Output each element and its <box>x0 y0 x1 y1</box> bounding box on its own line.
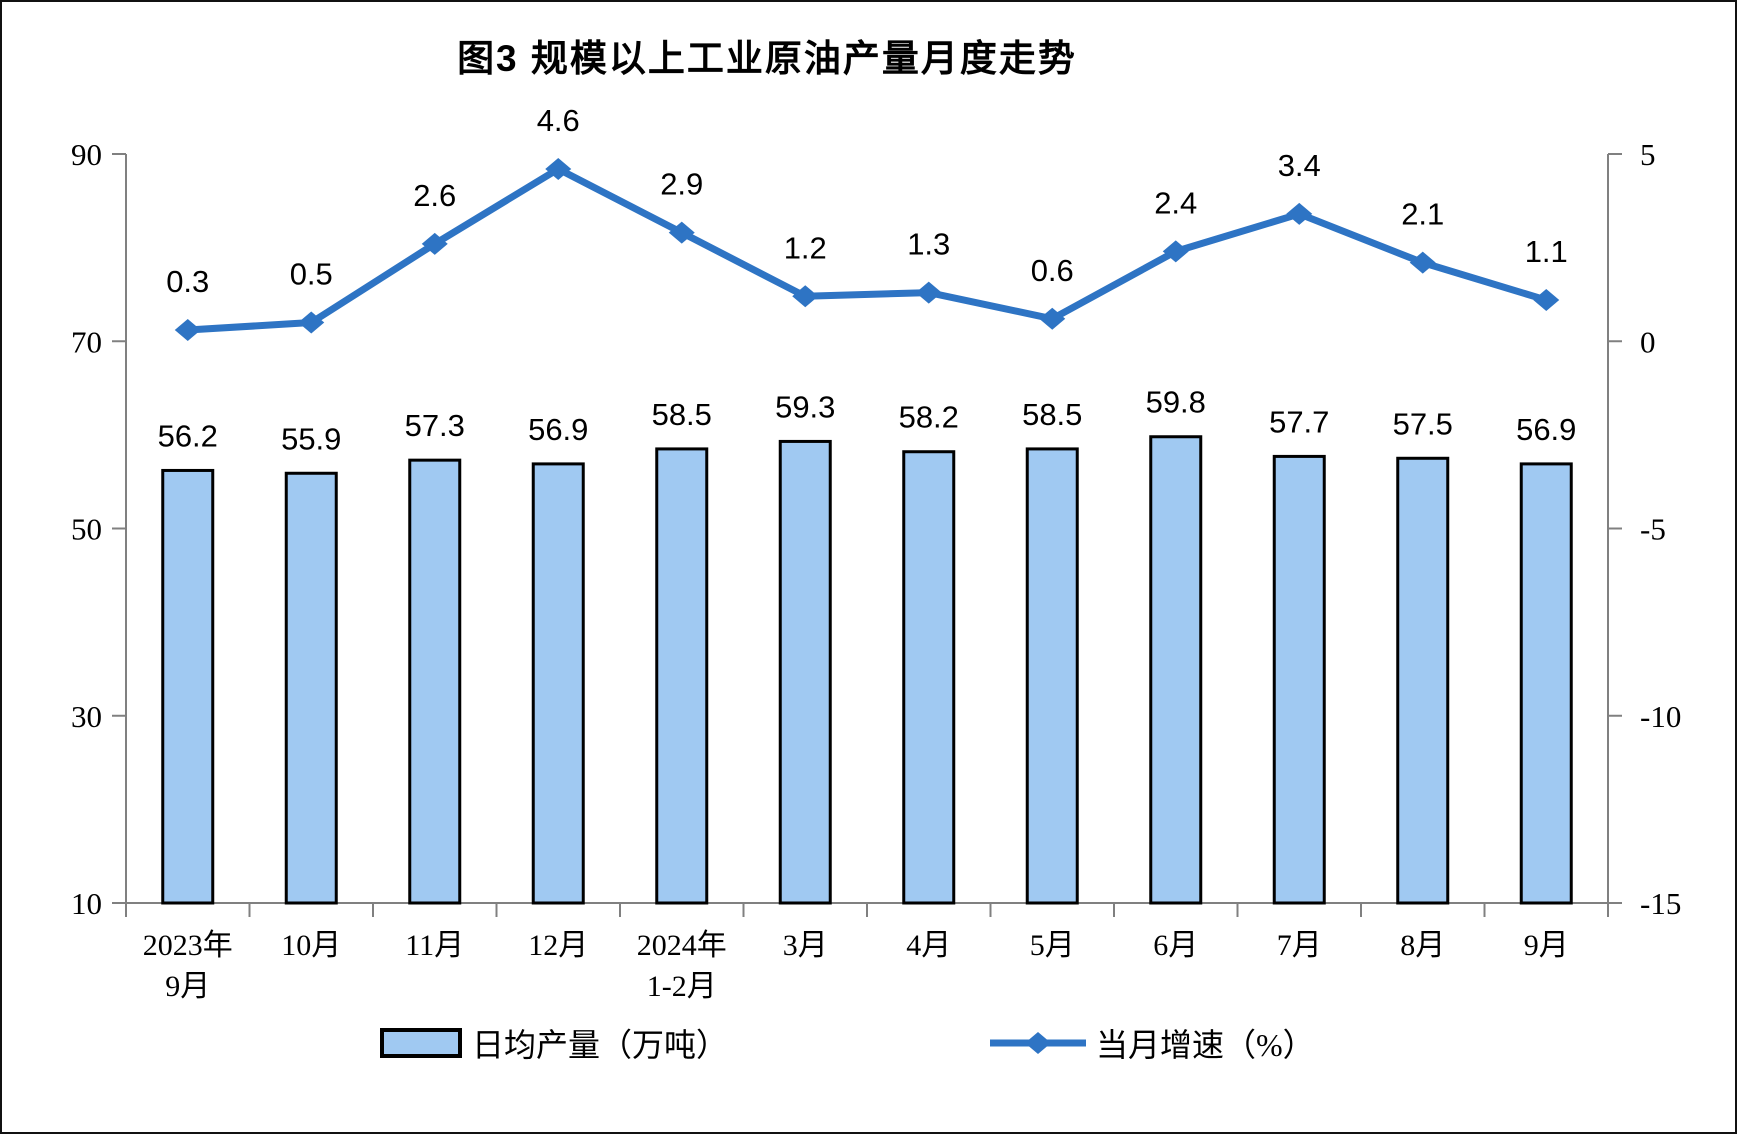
bar-data-label: 56.2 <box>158 418 218 453</box>
bar-data-label: 58.2 <box>899 400 959 435</box>
line-marker-diamond-icon <box>545 157 572 180</box>
bar-data-label: 57.7 <box>1269 404 1329 439</box>
right-axis-tick-label: 5 <box>1640 137 1656 172</box>
bar <box>655 447 709 905</box>
left-axis-tick-label: 30 <box>71 699 102 734</box>
line-data-label: 2.6 <box>413 178 456 213</box>
legend-item-bar: 日均产量（万吨） <box>380 1020 728 1066</box>
x-category-label: 10月 <box>281 929 341 962</box>
line-data-label: 0.3 <box>166 264 209 299</box>
bar-data-label: 58.5 <box>652 397 712 432</box>
x-category-label: 5月 <box>1030 929 1075 962</box>
x-category-label: 11月 <box>405 929 464 962</box>
x-category-label: 9月 <box>165 970 210 1003</box>
line-data-label: 2.9 <box>660 167 703 202</box>
x-category-label: 12月 <box>528 929 588 962</box>
line-marker-swatch-icon <box>990 1032 1086 1054</box>
bar-swatch-icon <box>380 1028 462 1058</box>
left-axis-tick-label: 10 <box>71 886 102 921</box>
line-marker-diamond-icon <box>1533 289 1560 312</box>
legend-item-line: 当月增速（%） <box>990 1020 1315 1066</box>
bar <box>1519 462 1573 905</box>
bar <box>408 458 462 905</box>
line-data-label: 2.4 <box>1154 185 1197 220</box>
line-marker-diamond-icon <box>792 285 819 308</box>
right-axis-tick-label: 0 <box>1640 324 1656 359</box>
bar-data-label: 57.3 <box>405 408 465 443</box>
line-data-label: 0.6 <box>1031 253 1074 288</box>
x-category-label: 2024年 <box>637 929 727 962</box>
right-axis-tick-label: -10 <box>1640 699 1681 734</box>
line-data-label: 0.5 <box>290 257 333 292</box>
chart-legend: 日均产量（万吨） 当月增速（%） <box>2 1014 1735 1074</box>
bar-data-label: 56.9 <box>528 412 588 447</box>
line-data-label: 4.6 <box>537 103 580 138</box>
line-marker-diamond-icon <box>915 281 942 304</box>
line-marker-diamond-icon <box>668 221 695 244</box>
x-category-label: 2023年 <box>143 929 233 962</box>
legend-bar-label: 日均产量（万吨） <box>472 1027 729 1063</box>
line-data-label: 1.3 <box>907 227 950 262</box>
line-data-label: 3.4 <box>1278 148 1321 183</box>
x-category-label: 7月 <box>1277 929 1322 962</box>
x-category-label: 8月 <box>1400 929 1445 962</box>
bar <box>284 471 338 905</box>
bar <box>1272 454 1326 905</box>
bar-data-label: 56.9 <box>1516 412 1576 447</box>
line-marker-diamond-icon <box>298 311 325 334</box>
left-axis-tick-label: 70 <box>71 324 102 359</box>
bar <box>902 450 956 905</box>
right-axis-tick-label: -5 <box>1640 512 1666 547</box>
bar <box>161 468 215 905</box>
x-category-label: 6月 <box>1153 929 1198 962</box>
right-axis-tick-label: -15 <box>1640 886 1681 921</box>
bar-data-label: 58.5 <box>1022 397 1082 432</box>
bar-data-label: 55.9 <box>281 421 341 456</box>
left-axis-tick-label: 90 <box>71 137 102 172</box>
line-marker-diamond-icon <box>1409 251 1436 274</box>
left-axis-tick-label: 50 <box>71 512 102 547</box>
x-category-label: 9月 <box>1524 929 1569 962</box>
bar-data-label: 59.8 <box>1146 385 1206 420</box>
bar-data-label: 57.5 <box>1393 406 1453 441</box>
bar-data-label: 59.3 <box>775 389 835 424</box>
line-marker-diamond-icon <box>174 319 201 342</box>
x-category-label: 4月 <box>906 929 951 962</box>
bar <box>1025 447 1079 905</box>
line-marker-diamond-icon <box>1286 202 1313 225</box>
chart-title: 图3 规模以上工业原油产量月度走势 <box>457 38 1077 79</box>
x-category-label: 1-2月 <box>647 970 717 1003</box>
bar <box>1149 435 1203 905</box>
line-marker-diamond-icon <box>1039 307 1066 330</box>
bar <box>1396 456 1450 905</box>
bar <box>778 439 832 905</box>
line-data-label: 1.1 <box>1525 234 1568 269</box>
line-marker-diamond-icon <box>1162 240 1189 263</box>
x-category-label: 3月 <box>783 929 828 962</box>
line-data-label: 1.2 <box>784 230 827 265</box>
line-marker-diamond-icon <box>421 232 448 255</box>
legend-line-label: 当月增速（%） <box>1096 1027 1315 1063</box>
line-data-label: 2.1 <box>1401 197 1444 232</box>
growth-line <box>184 165 1550 334</box>
bar <box>531 462 585 905</box>
